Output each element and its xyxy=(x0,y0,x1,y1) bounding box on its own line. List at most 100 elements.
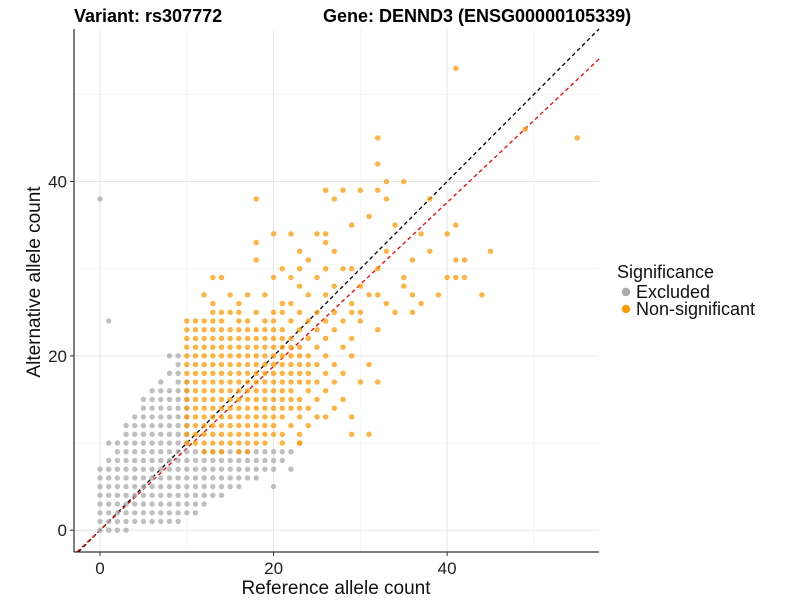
point-excluded xyxy=(192,510,199,516)
point-non-significant xyxy=(218,353,225,359)
point-excluded xyxy=(149,405,155,411)
point-excluded xyxy=(123,492,129,499)
point-non-significant xyxy=(409,292,416,298)
point-non-significant xyxy=(270,353,277,359)
point-non-significant xyxy=(279,327,285,333)
point-non-significant xyxy=(288,379,294,385)
point-excluded xyxy=(253,466,259,472)
point-non-significant xyxy=(279,335,285,342)
point-non-significant xyxy=(218,388,225,394)
point-non-significant xyxy=(184,361,190,368)
point-excluded xyxy=(123,466,129,472)
point-excluded xyxy=(140,422,147,429)
point-excluded xyxy=(184,492,190,499)
point-non-significant xyxy=(253,361,259,368)
point-non-significant xyxy=(210,344,216,350)
point-non-significant xyxy=(296,414,303,420)
point-excluded xyxy=(166,475,173,481)
point-non-significant xyxy=(296,266,303,272)
point-non-significant xyxy=(218,274,225,281)
point-non-significant xyxy=(262,379,268,385)
point-non-significant xyxy=(296,344,303,350)
point-non-significant xyxy=(305,292,311,298)
point-non-significant xyxy=(210,309,216,315)
legend: Significance Excluded Non-significant xyxy=(617,262,755,319)
point-non-significant xyxy=(322,318,329,324)
point-non-significant xyxy=(262,440,268,446)
point-non-significant xyxy=(210,274,216,281)
point-non-significant xyxy=(348,309,355,315)
point-non-significant xyxy=(218,440,225,446)
point-excluded xyxy=(149,422,155,429)
point-excluded xyxy=(106,457,112,464)
point-non-significant xyxy=(227,292,233,298)
point-non-significant xyxy=(270,344,277,350)
point-excluded xyxy=(175,405,181,411)
point-excluded xyxy=(149,440,155,446)
point-excluded xyxy=(149,492,155,499)
point-excluded xyxy=(149,510,155,516)
point-excluded xyxy=(132,431,138,438)
point-excluded xyxy=(166,449,173,455)
point-non-significant xyxy=(218,422,225,429)
point-non-significant xyxy=(192,414,199,420)
point-non-significant xyxy=(340,396,346,403)
point-excluded xyxy=(97,527,103,533)
point-non-significant xyxy=(253,257,259,263)
point-excluded xyxy=(97,196,103,202)
point-excluded xyxy=(149,501,155,507)
point-non-significant xyxy=(218,318,225,324)
point-non-significant xyxy=(453,222,459,228)
point-excluded xyxy=(262,449,268,455)
point-non-significant xyxy=(444,274,450,281)
point-excluded xyxy=(166,431,173,438)
point-non-significant xyxy=(322,187,329,193)
point-non-significant xyxy=(427,248,433,254)
point-excluded xyxy=(140,475,147,481)
point-excluded xyxy=(149,396,155,403)
point-excluded xyxy=(106,527,112,533)
point-excluded xyxy=(123,501,129,507)
point-non-significant xyxy=(236,396,242,403)
point-non-significant xyxy=(236,422,242,429)
point-non-significant xyxy=(279,396,285,403)
point-excluded xyxy=(253,449,259,455)
point-excluded xyxy=(175,422,181,429)
point-non-significant xyxy=(253,422,259,429)
x-tick-label: 20 xyxy=(264,559,283,578)
point-non-significant xyxy=(184,414,190,420)
point-non-significant xyxy=(201,396,207,403)
point-excluded xyxy=(158,440,164,446)
point-non-significant xyxy=(210,335,216,342)
point-non-significant xyxy=(279,266,285,272)
point-non-significant xyxy=(184,379,190,385)
point-non-significant xyxy=(201,422,207,429)
point-excluded xyxy=(175,396,181,403)
point-excluded xyxy=(158,379,164,385)
point-non-significant xyxy=(348,222,355,228)
point-non-significant xyxy=(253,379,259,385)
point-non-significant xyxy=(184,440,190,446)
point-excluded xyxy=(262,466,268,472)
point-excluded xyxy=(106,466,112,472)
point-non-significant xyxy=(270,327,277,333)
point-excluded xyxy=(114,483,121,490)
point-non-significant xyxy=(253,309,259,315)
point-non-significant xyxy=(201,449,207,455)
point-non-significant xyxy=(227,344,233,350)
point-non-significant xyxy=(244,370,251,377)
point-non-significant xyxy=(288,422,294,429)
point-excluded xyxy=(123,475,129,481)
point-excluded xyxy=(97,492,103,499)
point-non-significant xyxy=(227,431,233,438)
point-non-significant xyxy=(210,327,216,333)
point-non-significant xyxy=(236,414,242,420)
point-non-significant xyxy=(218,327,225,333)
point-excluded xyxy=(106,475,112,481)
point-non-significant xyxy=(192,440,199,446)
point-non-significant xyxy=(192,370,199,377)
point-non-significant xyxy=(192,335,199,342)
point-non-significant xyxy=(210,318,216,324)
point-non-significant xyxy=(201,361,207,368)
point-non-significant xyxy=(331,283,338,289)
